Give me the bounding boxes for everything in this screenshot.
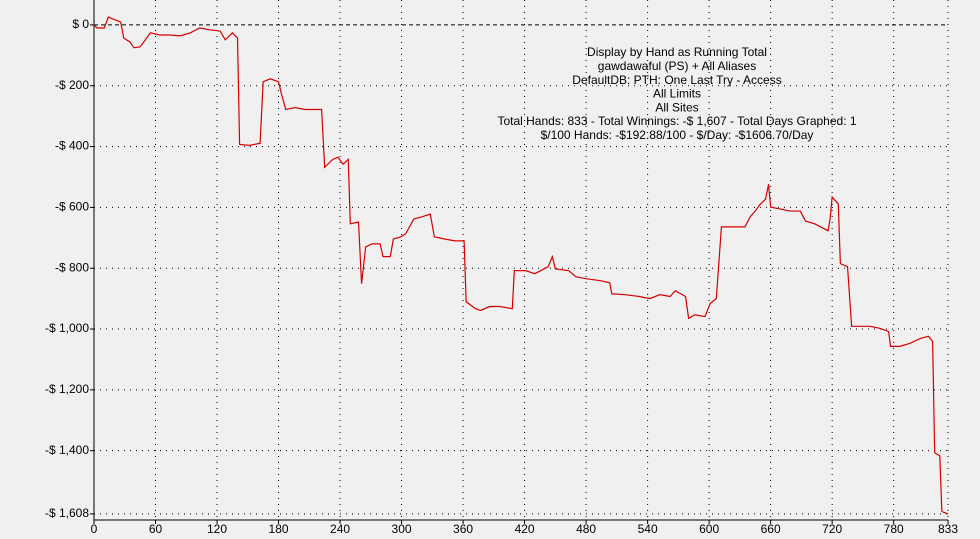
x-tick-label: 360 xyxy=(453,522,473,536)
y-tick-label: -$ 200 xyxy=(55,78,89,92)
y-tick-label: $ 0 xyxy=(72,17,89,31)
annotation-line: gawdawaful (PS) + All Aliases xyxy=(598,59,756,73)
y-tick-label: -$ 400 xyxy=(55,139,89,153)
annotation-line: Display by Hand as Running Total xyxy=(587,45,767,59)
x-tick-label: 720 xyxy=(822,522,842,536)
x-tick-label: 480 xyxy=(576,522,596,536)
annotation-line: $/100 Hands: -$192.88/100 - $/Day: -$160… xyxy=(541,128,814,142)
x-tick-label: 120 xyxy=(207,522,227,536)
x-tick-label: 780 xyxy=(884,522,904,536)
annotation-line: DefaultDB: PTH: One Last Try - Access xyxy=(572,73,781,87)
x-tick-label: 0 xyxy=(91,522,98,536)
x-tick-label: 600 xyxy=(699,522,719,536)
annotation-line: All Limits xyxy=(653,87,701,101)
y-tick-label: -$ 1,400 xyxy=(45,443,89,457)
annotation-line: All Sites xyxy=(655,100,698,114)
x-tick-label: 180 xyxy=(269,522,289,536)
y-tick-label: -$ 1,000 xyxy=(45,321,89,335)
y-tick-label: -$ 600 xyxy=(55,200,89,214)
x-tick-label: 420 xyxy=(515,522,535,536)
y-tick-label: -$ 1,200 xyxy=(45,382,89,396)
x-tick-label: 833 xyxy=(938,522,958,536)
y-tick-label: -$ 800 xyxy=(55,260,89,274)
line xyxy=(93,16,949,515)
x-tick-label: 240 xyxy=(330,522,350,536)
x-tick-label: 300 xyxy=(392,522,412,536)
y-tick-label: -$ 1,608 xyxy=(45,506,89,520)
annotation-line: Total Hands: 833 - Total Winnings: -$ 1,… xyxy=(497,114,856,128)
x-tick-label: 60 xyxy=(149,522,163,536)
x-tick-label: 540 xyxy=(638,522,658,536)
x-tick-label: 660 xyxy=(761,522,781,536)
